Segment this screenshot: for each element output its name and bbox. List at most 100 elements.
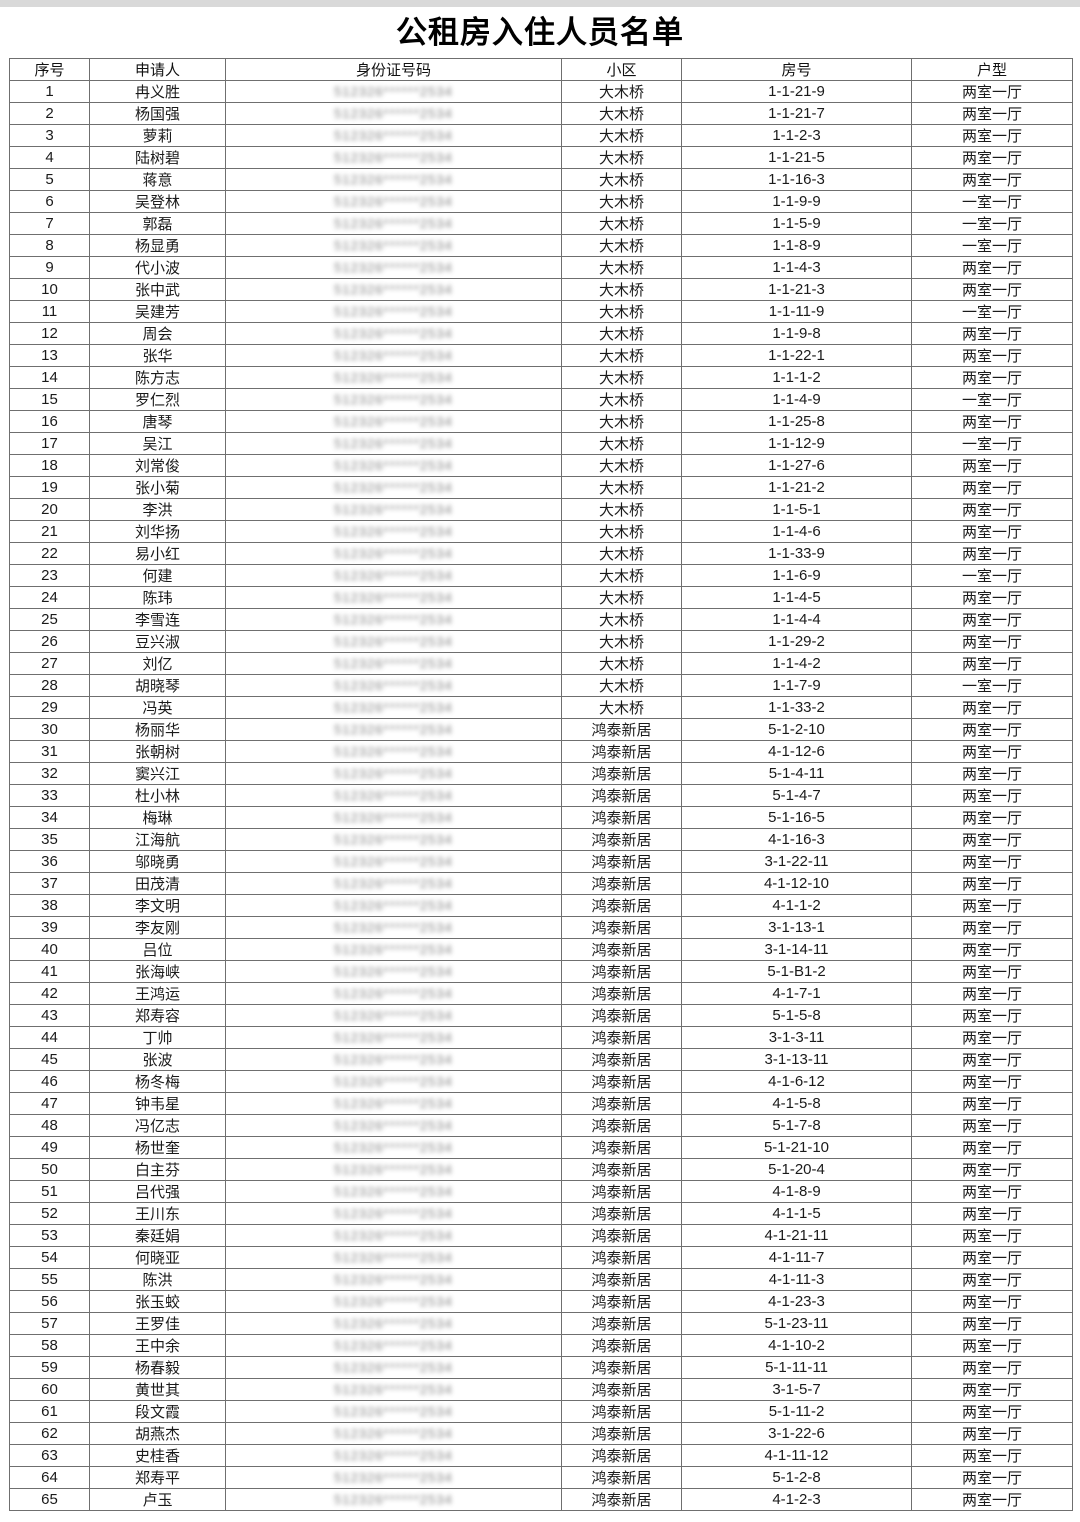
- cell-seq: 19: [9, 476, 90, 499]
- cell-id-number: 512326******2534: [225, 124, 562, 147]
- cell-unit-type: 两室一厅: [911, 784, 1073, 807]
- cell-seq: 26: [9, 630, 90, 653]
- cell-room: 4-1-10-2: [681, 1334, 912, 1357]
- cell-unit-type: 两室一厅: [911, 80, 1073, 103]
- cell-community: 大木桥: [561, 608, 682, 631]
- cell-seq: 27: [9, 652, 90, 675]
- cell-community: 鸿泰新居: [561, 1158, 682, 1181]
- redacted-id-text: 512326******2534: [334, 1360, 453, 1375]
- cell-unit-type: 两室一厅: [911, 542, 1073, 565]
- cell-id-number: 512326******2534: [225, 1004, 562, 1027]
- cell-seq: 64: [9, 1466, 90, 1489]
- cell-seq: 55: [9, 1268, 90, 1291]
- header-unit-type: 户型: [911, 58, 1073, 81]
- table-row: 18 刘常俊 512326******2534 大木桥 1-1-27-6 两室一…: [9, 454, 1073, 477]
- cell-community: 鸿泰新居: [561, 1444, 682, 1467]
- cell-seq: 36: [9, 850, 90, 873]
- cell-unit-type: 两室一厅: [911, 124, 1073, 147]
- cell-room: 5-1-4-11: [681, 762, 912, 785]
- cell-applicant: 王鸿运: [89, 982, 226, 1005]
- cell-unit-type: 两室一厅: [911, 894, 1073, 917]
- redacted-id-text: 512326******2534: [334, 502, 453, 517]
- cell-unit-type: 两室一厅: [911, 850, 1073, 873]
- cell-community: 鸿泰新居: [561, 872, 682, 895]
- cell-room: 4-1-12-6: [681, 740, 912, 763]
- cell-seq: 5: [9, 168, 90, 191]
- table-row: 22 易小红 512326******2534 大木桥 1-1-33-9 两室一…: [9, 542, 1073, 565]
- redacted-id-text: 512326******2534: [334, 524, 453, 539]
- cell-room: 1-1-5-1: [681, 498, 912, 521]
- cell-seq: 51: [9, 1180, 90, 1203]
- table-row: 20 李洪 512326******2534 大木桥 1-1-5-1 两室一厅: [9, 498, 1073, 521]
- cell-applicant: 吕代强: [89, 1180, 226, 1203]
- cell-id-number: 512326******2534: [225, 366, 562, 389]
- cell-applicant: 李文明: [89, 894, 226, 917]
- cell-id-number: 512326******2534: [225, 1136, 562, 1159]
- table-row: 44 丁帅 512326******2534 鸿泰新居 3-1-3-11 两室一…: [9, 1026, 1073, 1049]
- cell-community: 鸿泰新居: [561, 1356, 682, 1379]
- cell-id-number: 512326******2534: [225, 322, 562, 345]
- table-row: 11 吴建芳 512326******2534 大木桥 1-1-11-9 一室一…: [9, 300, 1073, 323]
- cell-seq: 61: [9, 1400, 90, 1423]
- table-row: 52 王川东 512326******2534 鸿泰新居 4-1-1-5 两室一…: [9, 1202, 1073, 1225]
- cell-applicant: 李友刚: [89, 916, 226, 939]
- photo-top-edge: [0, 0, 1080, 7]
- cell-room: 1-1-16-3: [681, 168, 912, 191]
- cell-unit-type: 两室一厅: [911, 1202, 1073, 1225]
- table-row: 42 王鸿运 512326******2534 鸿泰新居 4-1-7-1 两室一…: [9, 982, 1073, 1005]
- cell-room: 4-1-1-5: [681, 1202, 912, 1225]
- cell-community: 鸿泰新居: [561, 1422, 682, 1445]
- cell-room: 3-1-3-11: [681, 1026, 912, 1049]
- cell-id-number: 512326******2534: [225, 806, 562, 829]
- cell-applicant: 杨世奎: [89, 1136, 226, 1159]
- redacted-id-text: 512326******2534: [334, 172, 453, 187]
- cell-community: 大木桥: [561, 80, 682, 103]
- table-row: 58 王中余 512326******2534 鸿泰新居 4-1-10-2 两室…: [9, 1334, 1073, 1357]
- table-row: 48 冯亿志 512326******2534 鸿泰新居 5-1-7-8 两室一…: [9, 1114, 1073, 1137]
- cell-community: 鸿泰新居: [561, 806, 682, 829]
- cell-seq: 35: [9, 828, 90, 851]
- table-row: 51 吕代强 512326******2534 鸿泰新居 4-1-8-9 两室一…: [9, 1180, 1073, 1203]
- cell-id-number: 512326******2534: [225, 1202, 562, 1225]
- cell-room: 1-1-4-3: [681, 256, 912, 279]
- cell-applicant: 吴登林: [89, 190, 226, 213]
- cell-unit-type: 两室一厅: [911, 806, 1073, 829]
- cell-community: 大木桥: [561, 212, 682, 235]
- redacted-id-text: 512326******2534: [334, 634, 453, 649]
- cell-room: 4-1-8-9: [681, 1180, 912, 1203]
- cell-applicant: 钟韦星: [89, 1092, 226, 1115]
- table-row: 27 刘亿 512326******2534 大木桥 1-1-4-2 两室一厅: [9, 652, 1073, 675]
- table-row: 5 蒋意 512326******2534 大木桥 1-1-16-3 两室一厅: [9, 168, 1073, 191]
- redacted-id-text: 512326******2534: [334, 700, 453, 715]
- cell-id-number: 512326******2534: [225, 212, 562, 235]
- redacted-id-text: 512326******2534: [334, 1162, 453, 1177]
- redacted-id-text: 512326******2534: [334, 964, 453, 979]
- table-row: 57 王罗佳 512326******2534 鸿泰新居 5-1-23-11 两…: [9, 1312, 1073, 1335]
- redacted-id-text: 512326******2534: [334, 436, 453, 451]
- cell-applicant: 张朝树: [89, 740, 226, 763]
- cell-unit-type: 一室一厅: [911, 432, 1073, 455]
- cell-applicant: 陈洪: [89, 1268, 226, 1291]
- cell-community: 鸿泰新居: [561, 784, 682, 807]
- cell-applicant: 王川东: [89, 1202, 226, 1225]
- cell-room: 1-1-29-2: [681, 630, 912, 653]
- cell-seq: 3: [9, 124, 90, 147]
- cell-seq: 24: [9, 586, 90, 609]
- cell-unit-type: 两室一厅: [911, 1400, 1073, 1423]
- cell-applicant: 罗仁烈: [89, 388, 226, 411]
- cell-id-number: 512326******2534: [225, 1092, 562, 1115]
- cell-seq: 39: [9, 916, 90, 939]
- cell-id-number: 512326******2534: [225, 828, 562, 851]
- table-row: 60 黄世其 512326******2534 鸿泰新居 3-1-5-7 两室一…: [9, 1378, 1073, 1401]
- cell-community: 大木桥: [561, 454, 682, 477]
- cell-applicant: 易小红: [89, 542, 226, 565]
- cell-seq: 32: [9, 762, 90, 785]
- table-row: 55 陈洪 512326******2534 鸿泰新居 4-1-11-3 两室一…: [9, 1268, 1073, 1291]
- cell-room: 3-1-22-6: [681, 1422, 912, 1445]
- cell-seq: 30: [9, 718, 90, 741]
- cell-room: 5-1-2-8: [681, 1466, 912, 1489]
- cell-community: 大木桥: [561, 256, 682, 279]
- cell-seq: 15: [9, 388, 90, 411]
- table-row: 2 杨国强 512326******2534 大木桥 1-1-21-7 两室一厅: [9, 102, 1073, 125]
- table-row: 47 钟韦星 512326******2534 鸿泰新居 4-1-5-8 两室一…: [9, 1092, 1073, 1115]
